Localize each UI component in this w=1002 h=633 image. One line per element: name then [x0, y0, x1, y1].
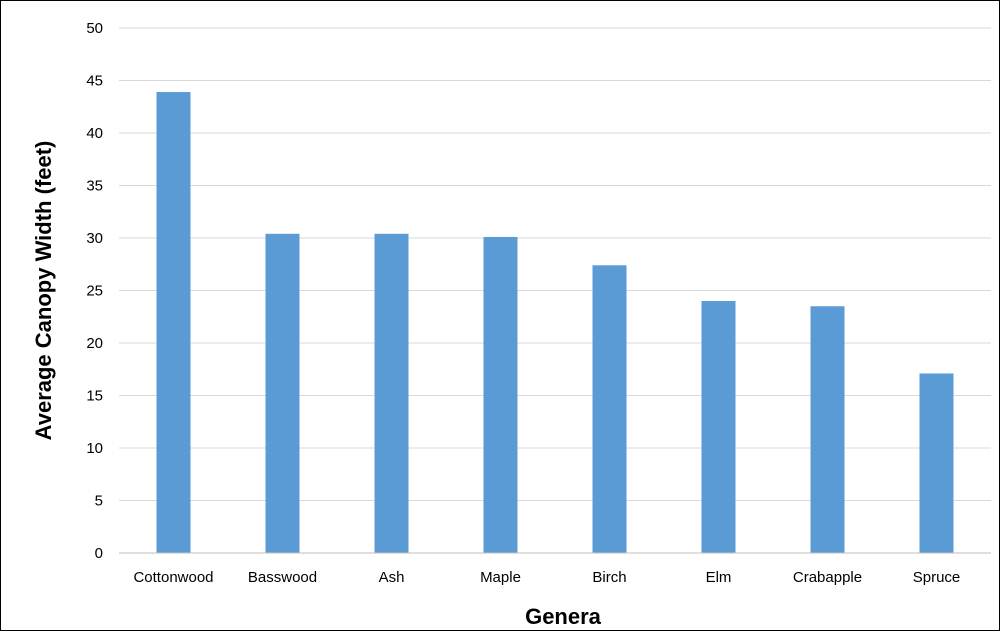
x-tick-label: Elm	[706, 569, 732, 586]
x-tick-label: Basswood	[248, 569, 317, 586]
y-tick-label: 30	[86, 230, 103, 247]
bar-elm	[701, 301, 736, 553]
bar-birch	[592, 265, 627, 553]
y-tick-label: 45	[86, 73, 103, 90]
bar-crabapple	[810, 306, 845, 553]
x-tick-label: Spruce	[913, 569, 961, 586]
y-tick-label: 5	[95, 493, 103, 510]
x-tick-label: Ash	[379, 569, 405, 586]
y-tick-label: 10	[86, 440, 103, 457]
bar-ash	[374, 233, 409, 554]
bar-spruce	[919, 373, 954, 553]
bar-basswood	[265, 233, 300, 554]
x-tick-labels: Cottonwood Basswood Ash Maple Birch Elm Crabap…	[133, 569, 960, 586]
x-tick-label: Maple	[480, 569, 521, 586]
y-tick-label: 40	[86, 125, 103, 142]
y-tick-label: 0	[95, 545, 103, 562]
x-tick-label: Crabapple	[793, 569, 862, 586]
bar-cottonwood	[156, 92, 191, 554]
bar-maple	[483, 236, 518, 553]
y-tick-label: 50	[86, 20, 103, 37]
bars	[156, 92, 954, 554]
y-tick-label: 25	[86, 283, 103, 300]
y-tick-label: 20	[86, 335, 103, 352]
gridlines	[119, 27, 991, 501]
y-axis-title: Average Canopy Width (feet)	[31, 141, 56, 441]
y-tick-labels: 0 5 10 15 20 25 30 35 40 45 50	[86, 20, 103, 562]
y-tick-label: 15	[86, 388, 103, 405]
x-tick-label: Birch	[592, 569, 626, 586]
x-axis-title: Genera	[525, 604, 602, 629]
x-tick-label: Cottonwood	[133, 569, 213, 586]
y-tick-label: 35	[86, 178, 103, 195]
